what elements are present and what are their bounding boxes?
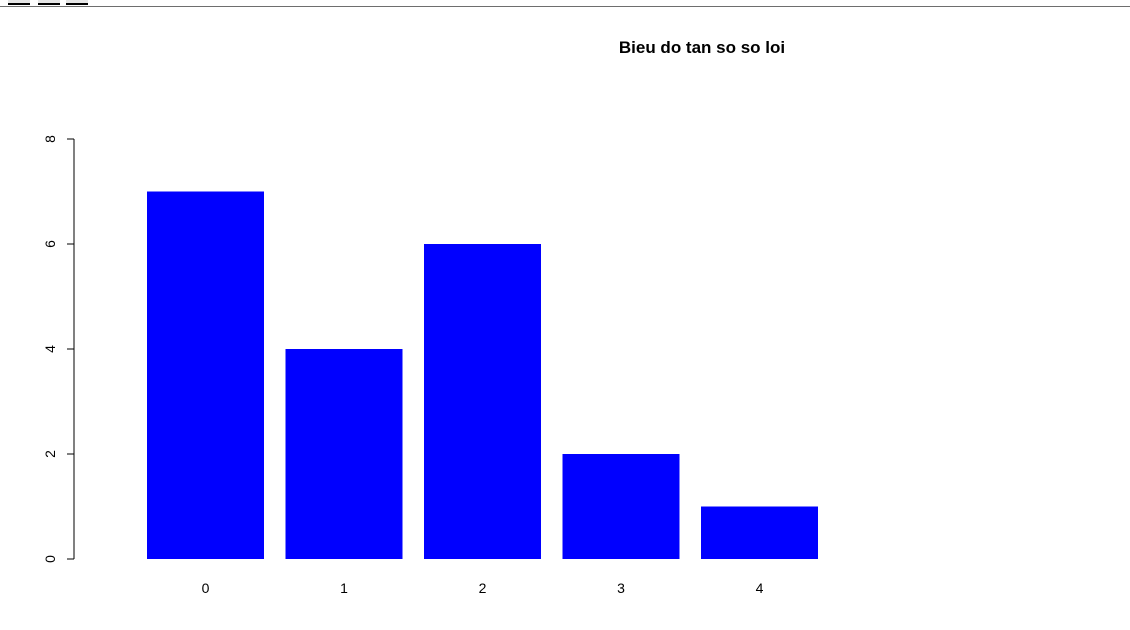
bar-3 (562, 454, 680, 559)
bars-group (147, 191, 818, 559)
y-axis-ticks: 0 2 4 6 8 (42, 135, 74, 563)
chart-title: Bieu do tan so so loi (619, 38, 785, 57)
x-tick-label: 4 (756, 580, 764, 596)
x-tick-label: 3 (617, 580, 625, 596)
bar-1 (285, 349, 403, 559)
x-tick-label: 0 (202, 580, 210, 596)
bar-4 (701, 506, 818, 559)
toolbar-button-2[interactable] (38, 0, 60, 5)
y-tick-label: 8 (42, 135, 58, 143)
bar-2 (424, 244, 541, 559)
y-tick-label: 4 (42, 345, 58, 353)
toolbar-button-3[interactable] (66, 0, 88, 5)
y-tick-label: 2 (42, 450, 58, 458)
bar-0 (147, 191, 264, 559)
window-toolbar-strip (0, 0, 1130, 7)
y-tick-label: 6 (42, 240, 58, 248)
x-tick-label: 2 (479, 580, 487, 596)
x-axis-labels: 0 1 2 3 4 (202, 580, 764, 596)
toolbar-button-1[interactable] (8, 0, 30, 5)
y-tick-label: 0 (42, 555, 58, 563)
x-tick-label: 1 (340, 580, 348, 596)
